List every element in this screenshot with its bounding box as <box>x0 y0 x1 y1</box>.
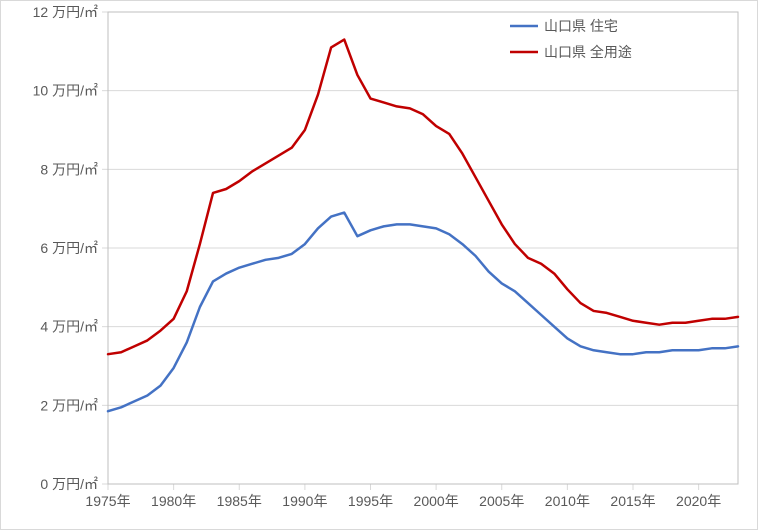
x-axis-label: 2010年 <box>545 493 590 509</box>
x-axis-label: 1990年 <box>282 493 327 509</box>
x-axis-label: 1980年 <box>151 493 196 509</box>
y-axis-label: 0 万円/㎡ <box>40 476 98 492</box>
x-axis-label: 1995年 <box>348 493 393 509</box>
y-axis-label: 4 万円/㎡ <box>40 319 98 335</box>
x-axis-label: 1975年 <box>85 493 130 509</box>
x-axis-label: 2000年 <box>414 493 459 509</box>
line-chart: 0 万円/㎡ 2 万円/㎡ 4 万円/㎡ 6 万円/㎡ 8 万円/㎡ 10 万円/㎡ 12 … <box>0 0 758 530</box>
x-axis-label: 2005年 <box>479 493 524 509</box>
x-axis-label: 1985年 <box>217 493 262 509</box>
y-axis-label: 2 万円/㎡ <box>40 397 98 413</box>
x-axis-label: 2020年 <box>676 493 721 509</box>
legend-label-0: 山口県 住宅 <box>544 18 618 34</box>
x-axis-label: 2015年 <box>610 493 655 509</box>
y-axis-label: 8 万円/㎡ <box>40 161 98 177</box>
y-axis-label: 10 万円/㎡ <box>33 83 98 99</box>
y-axis-label: 6 万円/㎡ <box>40 240 98 256</box>
chart-container: 0 万円/㎡ 2 万円/㎡ 4 万円/㎡ 6 万円/㎡ 8 万円/㎡ 10 万円/㎡ 12 … <box>0 0 758 530</box>
y-axis-label: 12 万円/㎡ <box>33 4 98 20</box>
legend-label-1: 山口県 全用途 <box>544 44 632 60</box>
